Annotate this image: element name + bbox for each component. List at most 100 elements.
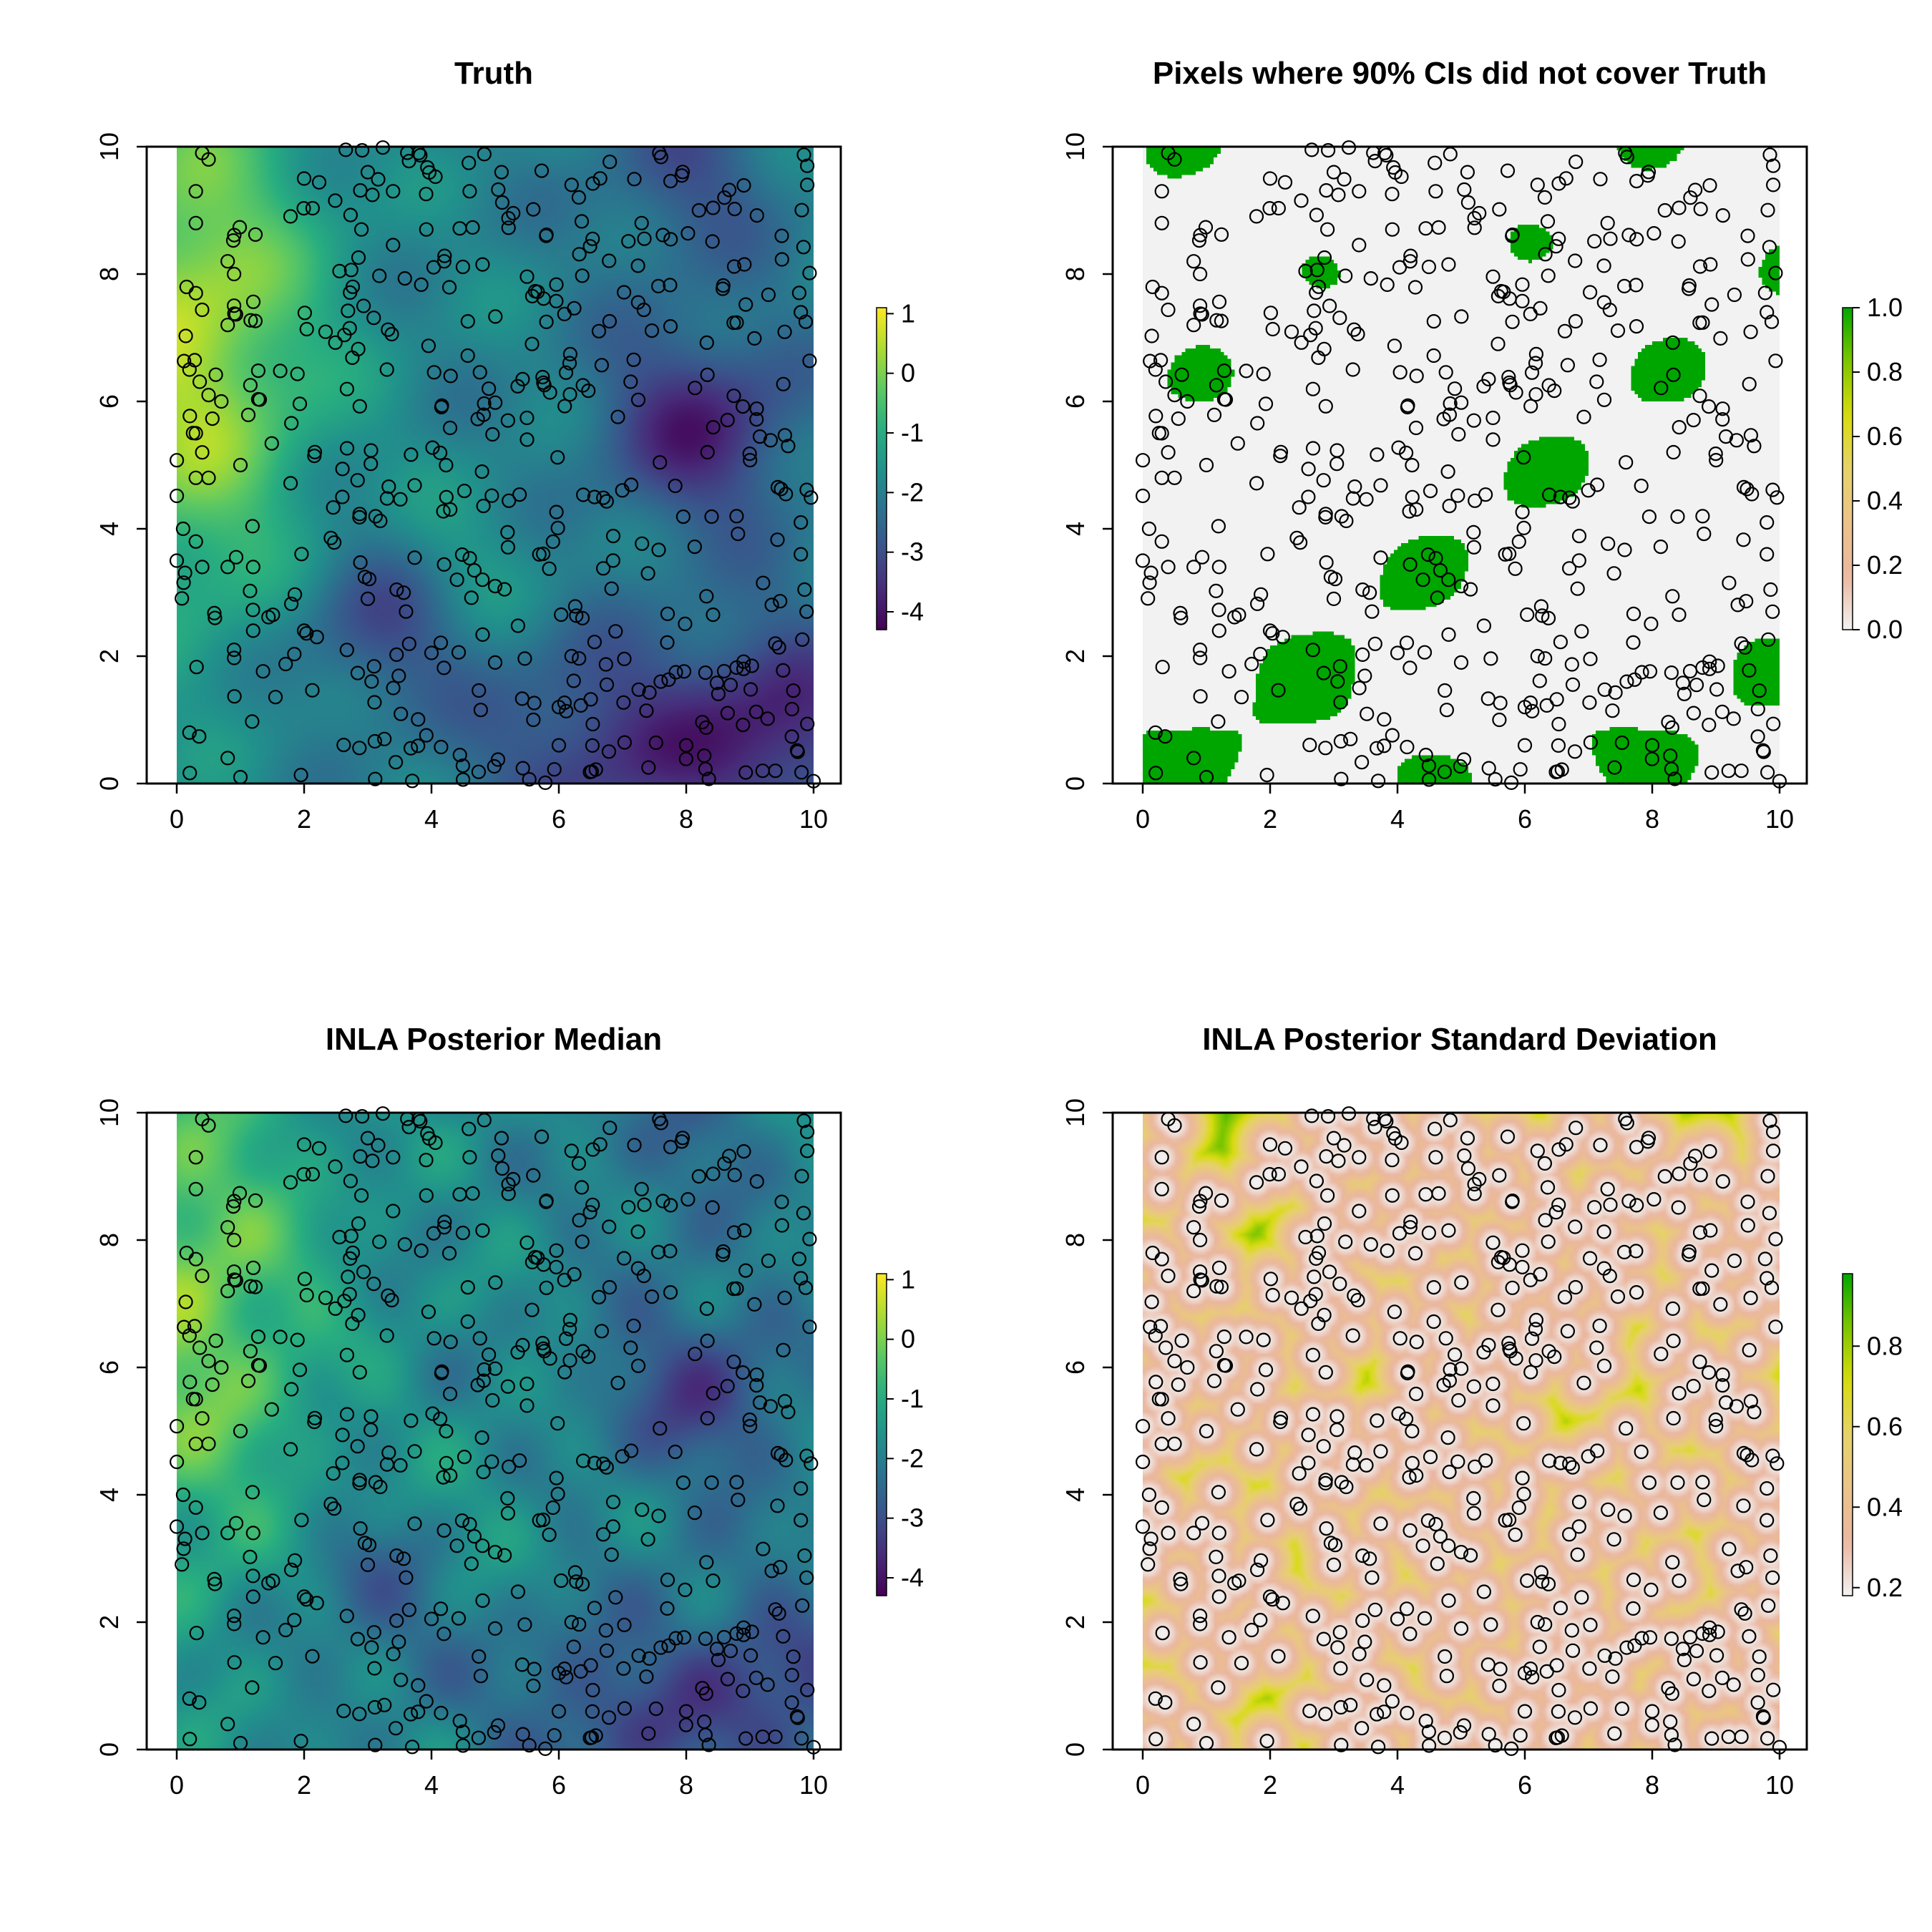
observation-point (1141, 1487, 1157, 1503)
observation-point (1153, 1319, 1169, 1334)
observation-point (299, 1287, 314, 1303)
observation-point (1405, 1423, 1420, 1439)
observation-point (1428, 1121, 1443, 1136)
observation-point (379, 1457, 395, 1472)
observation-point (1466, 1506, 1481, 1521)
observation-point (738, 297, 753, 312)
observation-point (1153, 353, 1169, 368)
observation-point (1508, 385, 1523, 400)
observation-point (472, 365, 487, 380)
observation-point (1532, 1639, 1547, 1654)
observation-point (1513, 1728, 1528, 1743)
observation-point (735, 399, 751, 414)
observation-point (764, 597, 779, 613)
observation-point (583, 1658, 598, 1673)
y-tick-label: 2 (1060, 1615, 1090, 1629)
observation-point (1463, 582, 1478, 597)
observation-point (1398, 1411, 1414, 1427)
observation-point (660, 1572, 675, 1587)
observation-point (698, 1686, 713, 1701)
observation-point (214, 1360, 229, 1375)
observation-point (530, 1250, 545, 1265)
observation-point (227, 1232, 242, 1248)
observation-point (439, 1455, 454, 1470)
observation-point (768, 1602, 783, 1617)
observation-point (452, 221, 467, 236)
colorbar-tick-label: 0.4 (1867, 1492, 1903, 1521)
observation-point (1323, 570, 1339, 585)
observation-point (1453, 758, 1468, 774)
observation-point (201, 1436, 216, 1451)
observation-point (774, 1194, 789, 1209)
observation-points (1135, 140, 1787, 791)
x-tick-label: 0 (170, 804, 184, 834)
observation-point (569, 1574, 584, 1589)
observation-point (661, 1638, 676, 1653)
observation-point (389, 582, 404, 597)
observation-point (264, 1402, 279, 1417)
observation-point (371, 172, 386, 187)
observation-point (1457, 182, 1472, 197)
observation-point (500, 525, 515, 540)
observation-point (752, 429, 768, 444)
observation-point (1441, 627, 1456, 643)
observation-point (655, 1194, 670, 1209)
observation-point (205, 1377, 220, 1392)
observation-point (436, 254, 452, 269)
observation-point (1141, 521, 1157, 537)
observation-point (1481, 761, 1496, 776)
observation-point (1558, 1137, 1574, 1152)
observation-point (562, 356, 577, 371)
observation-point (192, 729, 207, 744)
observation-point (233, 457, 248, 473)
observation-point (243, 583, 258, 599)
observation-point (1402, 254, 1418, 269)
observation-point (1253, 1613, 1268, 1628)
observation-point (225, 1199, 241, 1214)
observation-point (343, 1174, 358, 1189)
observation-point (743, 452, 758, 468)
observation-point (1667, 771, 1682, 786)
observation-point (771, 640, 786, 655)
observation-point (1326, 165, 1342, 180)
observation-point (794, 1731, 809, 1746)
observation-point (680, 226, 696, 241)
observation-point (1456, 1718, 1472, 1733)
observation-point (205, 411, 220, 426)
observation-point (1347, 1288, 1362, 1303)
observation-point (1415, 572, 1430, 587)
observation-point (1605, 703, 1620, 718)
observation-point (170, 1454, 185, 1470)
observation-point (336, 737, 351, 753)
observation-point (572, 1617, 587, 1632)
observation-point (1513, 762, 1528, 777)
observation-point (1180, 394, 1195, 409)
observation-point (371, 1138, 386, 1153)
observation-point (1468, 493, 1483, 508)
observation-point (1750, 729, 1765, 744)
observation-point (490, 1718, 506, 1733)
observation-point (401, 154, 416, 169)
observation-point (1548, 764, 1563, 780)
observation-point (1194, 1273, 1209, 1288)
observation-point (487, 1621, 503, 1636)
observation-point (1713, 331, 1728, 346)
observation-point (721, 182, 737, 197)
observation-point (1548, 1205, 1563, 1220)
observation-point (799, 1143, 815, 1158)
observation-point (1574, 624, 1589, 639)
observation-point (663, 319, 678, 334)
observation-point (1752, 683, 1767, 698)
observation-point (366, 311, 381, 326)
observation-point (379, 491, 395, 506)
colorbar-tick-label: -1 (901, 418, 924, 447)
observation-point (1672, 200, 1687, 215)
observation-point (1657, 1169, 1672, 1184)
observation-point (245, 602, 260, 618)
observation-point (1263, 1272, 1279, 1287)
observation-point (639, 703, 654, 718)
observation-point (433, 1601, 449, 1616)
colorbar-tick-label: 0.6 (1867, 421, 1903, 451)
observation-point (233, 1423, 248, 1439)
